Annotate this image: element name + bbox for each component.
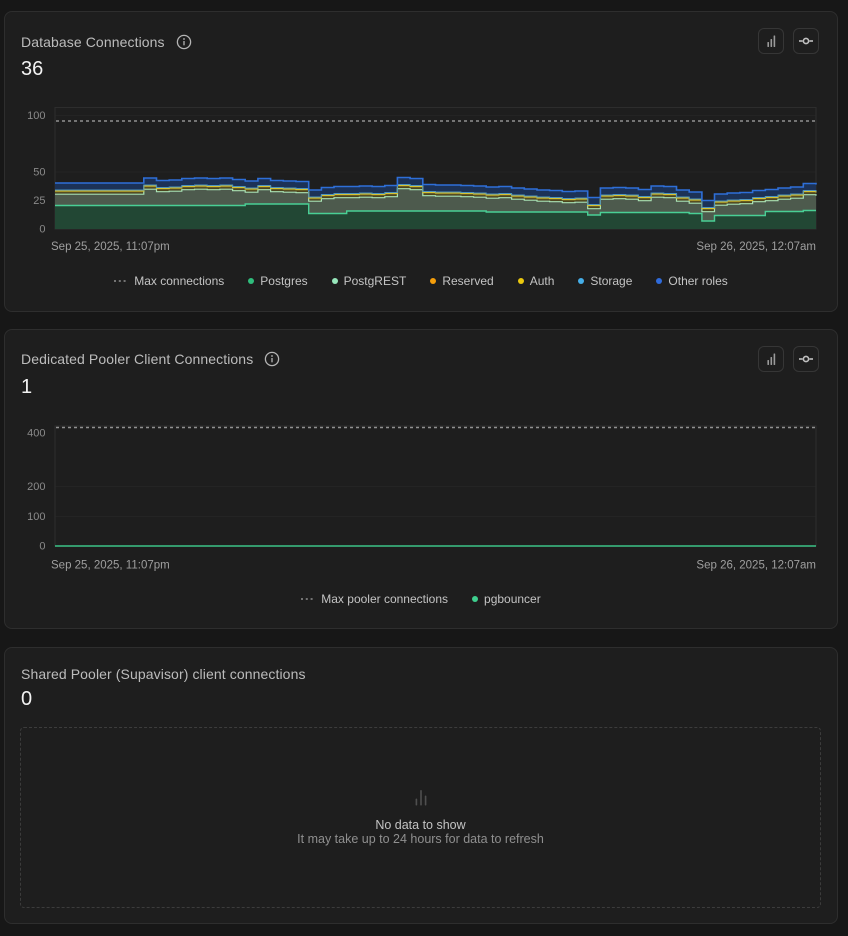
svg-text:400: 400	[27, 428, 45, 440]
svg-text:100: 100	[27, 110, 45, 122]
svg-text:Sep 26, 2025, 12:07am: Sep 26, 2025, 12:07am	[696, 560, 816, 572]
svg-text:0: 0	[39, 541, 45, 553]
svg-text:Sep 26, 2025, 12:07am: Sep 26, 2025, 12:07am	[696, 241, 816, 253]
svg-text:100: 100	[27, 511, 45, 523]
svg-text:200: 200	[27, 481, 45, 493]
svg-text:25: 25	[33, 195, 45, 207]
svg-text:0: 0	[39, 224, 45, 236]
svg-text:Sep 25, 2025, 11:07pm: Sep 25, 2025, 11:07pm	[51, 560, 170, 572]
svg-text:50: 50	[33, 167, 45, 179]
svg-text:Sep 25, 2025, 11:07pm: Sep 25, 2025, 11:07pm	[51, 241, 170, 253]
